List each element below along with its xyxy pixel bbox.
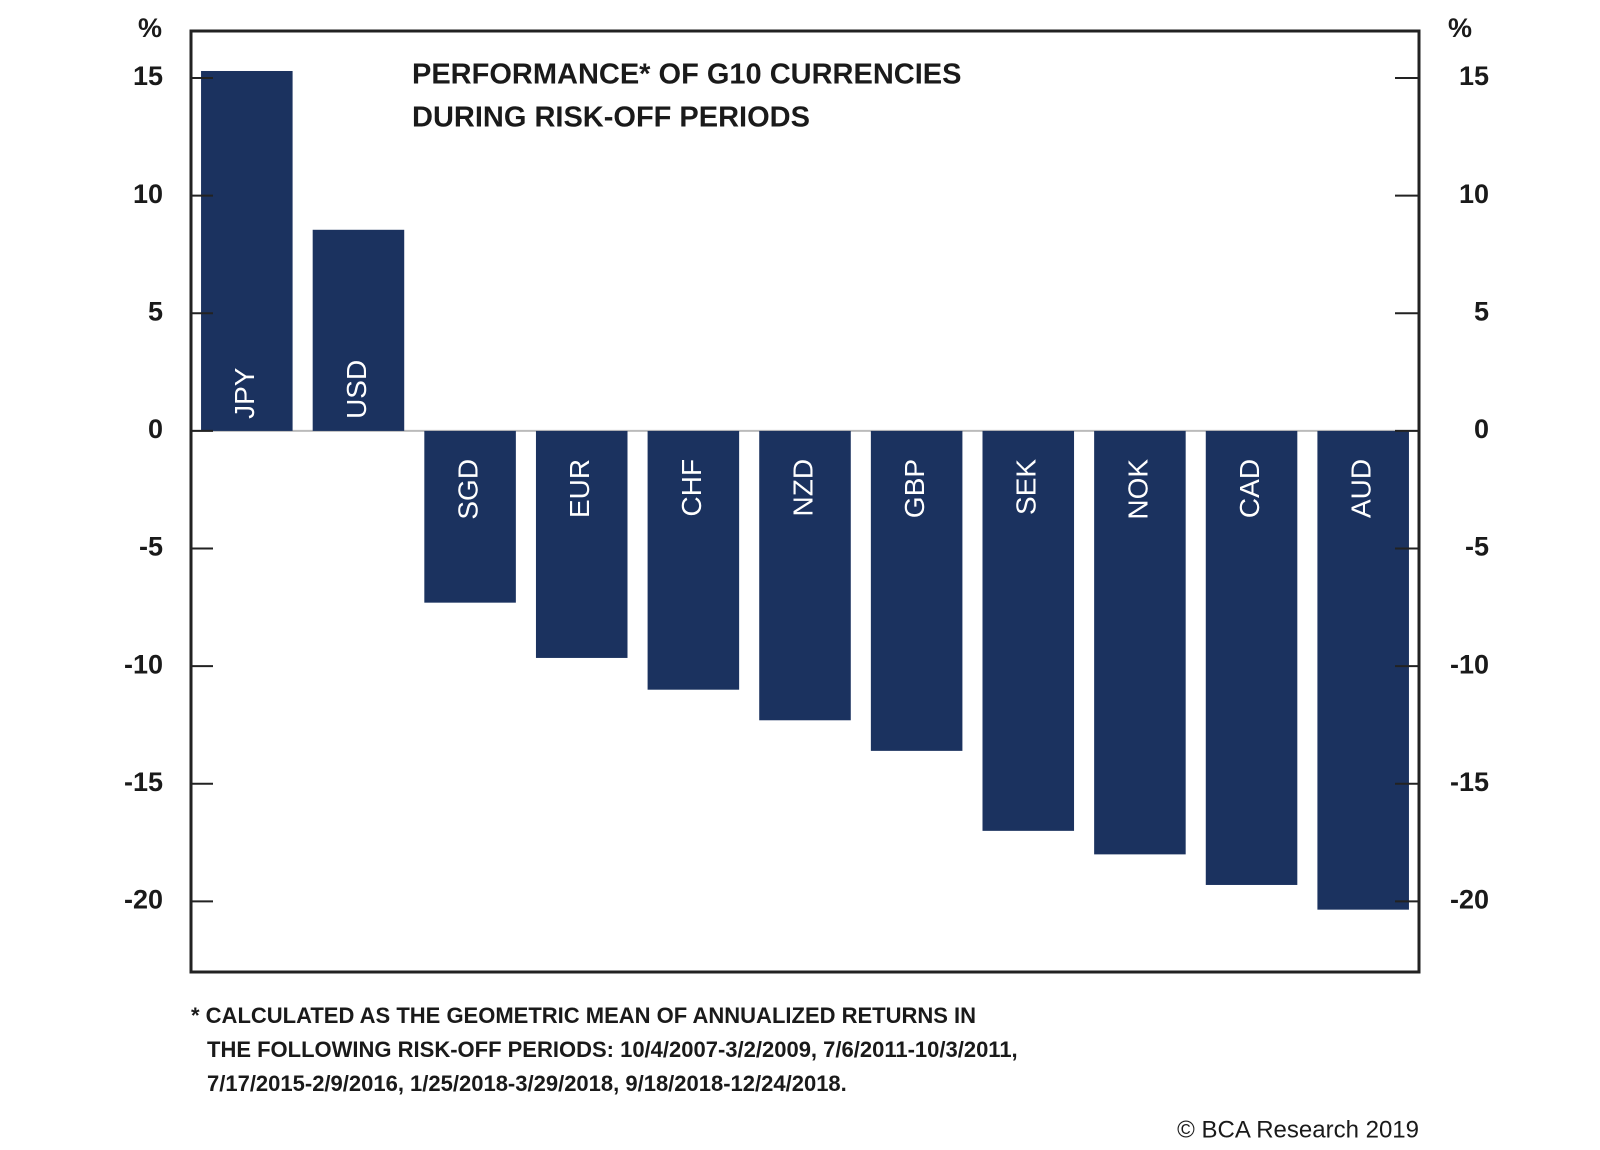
y-tick-label: 5: [148, 296, 163, 326]
y2-tick-label: -5: [1465, 532, 1489, 562]
y-tick-label: 0: [148, 414, 163, 444]
footnote: THE FOLLOWING RISK-OFF PERIODS: 10/4/200…: [207, 1037, 1018, 1062]
y-tick-label: 15: [133, 61, 163, 91]
footnote: * CALCULATED AS THE GEOMETRIC MEAN OF AN…: [191, 1003, 976, 1028]
y2-tick-label: 5: [1474, 296, 1489, 326]
bar: [424, 430, 516, 603]
y-tick-label: -20: [124, 885, 163, 915]
category-label: AUD: [1346, 459, 1377, 518]
y2-axis-label: %: [1448, 13, 1472, 43]
category-label: GBP: [899, 459, 930, 518]
category-label: EUR: [564, 459, 595, 518]
y2-tick-label: 0: [1474, 414, 1489, 444]
bar: [1317, 430, 1409, 910]
category-label: JPY: [229, 367, 260, 419]
source: © BCA Research 2019: [1177, 1116, 1419, 1143]
bar: [201, 70, 293, 431]
category-label: SEK: [1011, 459, 1042, 515]
category-label: SGD: [452, 459, 483, 520]
chart-title: PERFORMANCE* OF G10 CURRENCIES: [412, 59, 961, 91]
bar: [982, 430, 1075, 831]
y2-tick-label: -20: [1450, 885, 1489, 915]
category-label: NZD: [787, 459, 818, 517]
y-tick-label: -15: [124, 767, 163, 797]
bar: [870, 430, 963, 751]
y2-tick-label: 10: [1459, 179, 1489, 209]
footnote: 7/17/2015-2/9/2016, 1/25/2018-3/29/2018,…: [207, 1071, 847, 1096]
bar: [759, 430, 851, 721]
bar: [535, 430, 628, 658]
y-tick-label: -10: [124, 649, 163, 679]
category-label: NOK: [1122, 459, 1153, 520]
chart-title: DURING RISK-OFF PERIODS: [412, 102, 810, 134]
y2-tick-label: -10: [1450, 649, 1489, 679]
y-tick-label: -5: [139, 532, 163, 562]
bar: [1094, 430, 1186, 855]
y-axis-label: %: [138, 13, 162, 43]
y2-tick-label: -15: [1450, 767, 1489, 797]
y-tick-label: 10: [133, 179, 163, 209]
category-label: CHF: [676, 459, 707, 517]
y2-tick-label: 15: [1459, 61, 1489, 91]
category-label: USD: [341, 360, 372, 419]
category-label: CAD: [1234, 459, 1265, 518]
bar: [312, 229, 405, 431]
bar: [647, 430, 740, 690]
plot-frame: [189, 29, 1421, 974]
bar: [1205, 430, 1298, 885]
